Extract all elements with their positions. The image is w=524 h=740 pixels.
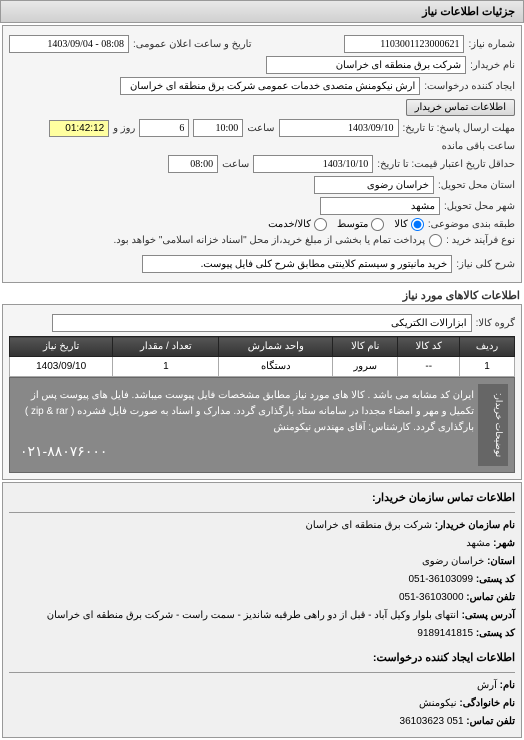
td-name: سرور (333, 357, 398, 377)
purchase-radio[interactable] (429, 234, 442, 247)
buyer-name-input[interactable] (266, 56, 466, 74)
radio-medium-label: متوسط (337, 219, 368, 230)
general-desc-label: شرح کلی نیاز: (456, 259, 515, 270)
radio-service-input[interactable] (314, 218, 327, 231)
radio-medium[interactable]: متوسط (337, 218, 384, 231)
td-row: 1 (460, 357, 515, 377)
purchase-note: پرداخت تمام یا بخشی از مبلغ خرید،از محل … (114, 235, 426, 246)
contact-section: اطلاعات تماس سازمان خریدار: نام سازمان خ… (2, 482, 522, 738)
response-deadline-label: مهلت ارسال پاسخ: تا تاریخ: (403, 123, 515, 134)
th-qty: تعداد / مقدار (113, 337, 219, 357)
validity-label: حداقل تاریخ اعتبار قیمت: تا تاریخ: (377, 159, 515, 170)
request-number-label: شماره نیاز: (468, 39, 515, 50)
family-value: نیکومنش (419, 698, 457, 709)
validity-date-input[interactable] (253, 155, 373, 173)
goods-table: ردیف کد کالا نام کالا واحد شمارش تعداد /… (9, 336, 515, 377)
th-date: تاریخ نیاز (10, 337, 113, 357)
org-label: نام سازمان خریدار: (435, 520, 515, 531)
public-announce-label: تاریخ و ساعت اعلان عمومی: (133, 39, 252, 50)
delivery-province-label: استان محل تحویل: (438, 180, 515, 191)
buyer-notes-phone: ۰۲۱-۸۸۰۷۶۰۰۰ (20, 440, 474, 462)
th-row: ردیف (460, 337, 515, 357)
th-name: نام کالا (333, 337, 398, 357)
panel-title: جزئیات اطلاعات نیاز (422, 6, 515, 18)
td-code: -- (398, 357, 460, 377)
city-label: شهر: (493, 538, 515, 549)
radio-all-label: کالا (394, 219, 408, 230)
phone-value: 36103000-051 (399, 592, 464, 603)
phone-label: تلفن تماس: (466, 592, 515, 603)
delivery-city-label: شهر محل تحویل: (444, 201, 515, 212)
buyer-notes-content: ایران کد مشابه می باشد . کالا های مورد ن… (16, 384, 478, 466)
radio-medium-input[interactable] (371, 218, 384, 231)
name-label: نام: (500, 680, 515, 691)
purchase-radio-input[interactable] (429, 234, 442, 247)
delivery-province-input[interactable] (314, 176, 434, 194)
province-value: خراسان رضوی (422, 556, 484, 567)
requester-label: ایجاد کننده درخواست: (424, 81, 515, 92)
req-phone-value: 051 36103623 (400, 716, 464, 727)
th-unit: واحد شمارش (219, 337, 333, 357)
td-qty: 1 (113, 357, 219, 377)
contact-info-button[interactable]: اطلاعات تماس خریدار (406, 99, 515, 116)
time-label-1: ساعت (247, 123, 274, 134)
org-value: شرکت برق منطقه ای خراسان (305, 520, 432, 531)
group-label: گروه کالا: (476, 318, 515, 329)
buyer-notes-text: ایران کد مشابه می باشد . کالا های مورد ن… (25, 390, 474, 433)
remaining-label: ساعت باقی مانده (442, 141, 515, 152)
purchase-type-label: نوع فرآیند خرید : (446, 235, 515, 246)
buyer-name-label: نام خریدار: (470, 60, 515, 71)
name-value: آرش (477, 680, 497, 691)
buyer-notes-label: توضیحات خریدار: (478, 384, 508, 466)
response-date-input[interactable] (279, 119, 399, 137)
contact-title: اطلاعات تماس سازمان خریدار: (9, 489, 515, 513)
validity-time-input[interactable] (168, 155, 218, 173)
goods-section: گروه کالا: ردیف کد کالا نام کالا واحد شم… (2, 304, 522, 480)
response-time-input[interactable] (193, 119, 243, 137)
panel-header: جزئیات اطلاعات نیاز (0, 0, 524, 23)
province-label: استان: (487, 556, 515, 567)
address-value: انتهای بلوار وکیل آباد - قبل از دو راهی … (47, 610, 459, 621)
requester-input[interactable] (120, 77, 420, 95)
address-label: آدرس پستی: (462, 610, 515, 621)
general-desc-input[interactable] (142, 255, 452, 273)
time-remaining: 01:42:12 (49, 120, 109, 137)
main-form-section: شماره نیاز: تاریخ و ساعت اعلان عمومی: نا… (2, 25, 522, 283)
days-left-label: روز و (113, 123, 135, 134)
req-phone-label: تلفن تماس: (466, 716, 515, 727)
group-input[interactable] (52, 314, 472, 332)
goods-section-title: اطلاعات کالاهای مورد نیاز (4, 289, 520, 302)
family-label: نام خانوادگی: (459, 698, 515, 709)
radio-service-label: کالا/خدمت (268, 219, 311, 230)
buyer-notes-box: توضیحات خریدار: ایران کد مشابه می باشد .… (9, 377, 515, 473)
packaging-radio-group: کالا متوسط کالا/خدمت (268, 218, 424, 231)
time-label-2: ساعت (222, 159, 249, 170)
radio-all[interactable]: کالا (394, 218, 424, 231)
requester-contact-title: اطلاعات ایجاد کننده درخواست: (9, 649, 515, 673)
public-announce-input[interactable] (9, 35, 129, 53)
radio-all-input[interactable] (411, 218, 424, 231)
packaging-label: طبقه بندی موضوعی: (428, 219, 515, 230)
delivery-city-input[interactable] (320, 197, 440, 215)
zip-label: کد پستی: (476, 628, 515, 639)
table-row[interactable]: 1 -- سرور دستگاه 1 1403/09/10 (10, 357, 515, 377)
radio-service[interactable]: کالا/خدمت (268, 218, 327, 231)
request-number-input[interactable] (344, 35, 464, 53)
city-value: مشهد (466, 538, 490, 549)
table-header-row: ردیف کد کالا نام کالا واحد شمارش تعداد /… (10, 337, 515, 357)
td-date: 1403/09/10 (10, 357, 113, 377)
zip-value: 9189141815 (417, 628, 473, 639)
days-left-input[interactable] (139, 119, 189, 137)
td-unit: دستگاه (219, 357, 333, 377)
th-code: کد کالا (398, 337, 460, 357)
